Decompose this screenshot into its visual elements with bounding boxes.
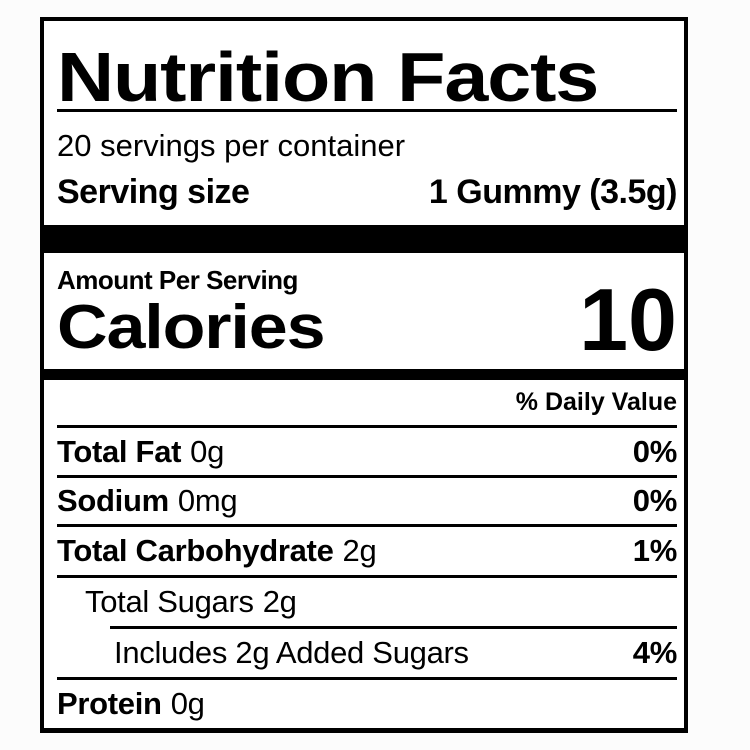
nutrient-row-added-sugars: Includes 2g Added Sugars 4% (57, 629, 677, 680)
nutrient-amount: 2g (342, 533, 377, 568)
nutrient-row-total-carbohydrate: Total Carbohydrate 2g 1% (57, 527, 677, 578)
nutrient-amount: 0mg (177, 483, 238, 518)
nutrient-name-amount: Sodium 0mg (57, 483, 238, 519)
nutrient-row-total-fat: Total Fat 0g 0% (57, 428, 677, 478)
calories-row: Calories 10 (57, 276, 677, 364)
daily-value-percent: 1% (632, 533, 678, 568)
nutrient-name-amount: Total Carbohydrate 2g (57, 533, 377, 569)
serving-size-label: Serving size (57, 173, 250, 211)
nutrition-facts-label: Nutrition Facts 20 servings per containe… (40, 17, 688, 733)
indented-divider-rule (110, 626, 677, 629)
nutrient-name: Total Sugars (85, 584, 254, 619)
nutrient-row-sodium: Sodium 0mg 0% (57, 478, 677, 527)
nutrient-amount: 0g (170, 686, 205, 721)
label-title-text: Nutrition Facts (57, 37, 599, 116)
nutrient-name-amount: Total Fat 0g (57, 434, 224, 470)
daily-value-percent: 4% (632, 635, 678, 670)
amount-per-serving-label: Amount Per Serving (57, 265, 298, 295)
nutrient-row-protein: Protein 0g (57, 680, 677, 728)
nutrient-amount: 2g (262, 584, 297, 619)
daily-value-header: % Daily Value (57, 380, 677, 428)
medium-divider-bar (44, 369, 684, 380)
serving-size-value: 1 Gummy (3.5g) (428, 173, 678, 211)
serving-size-row: Serving size 1 Gummy (3.5g) (57, 168, 678, 217)
nutrient-name-amount: Total Sugars 2g (85, 584, 297, 620)
nutrient-amount: 0g (190, 433, 225, 469)
nutrient-name-amount: Includes 2g Added Sugars (114, 635, 469, 671)
calories-value: 10 (579, 270, 677, 369)
daily-value-percent: 0% (632, 433, 678, 469)
nutrient-name: Total Fat (57, 433, 182, 469)
thick-divider-bar (44, 225, 684, 253)
label-title: Nutrition Facts (57, 25, 677, 112)
daily-value-percent: 0% (632, 483, 678, 518)
nutrient-name: Protein (57, 686, 162, 721)
nutrient-name: Includes 2g Added Sugars (114, 635, 469, 670)
calories-label: Calories (57, 293, 326, 362)
nutrient-name: Total Carbohydrate (57, 533, 334, 568)
nutrient-name: Sodium (57, 483, 169, 518)
servings-per-container: 20 servings per container (57, 128, 406, 163)
nutrient-name-amount: Protein 0g (57, 686, 205, 722)
nutrient-row-total-sugars: Total Sugars 2g (57, 578, 677, 626)
